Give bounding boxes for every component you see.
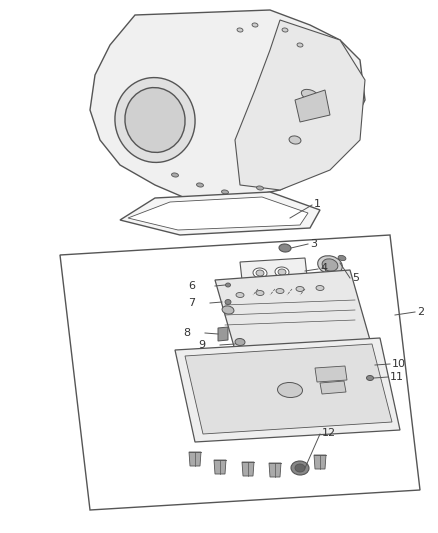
- Text: 11: 11: [390, 372, 404, 382]
- Polygon shape: [90, 10, 365, 200]
- Polygon shape: [295, 90, 330, 122]
- Ellipse shape: [256, 270, 264, 276]
- Polygon shape: [235, 20, 365, 190]
- Ellipse shape: [125, 87, 185, 152]
- Ellipse shape: [276, 288, 284, 294]
- Ellipse shape: [222, 190, 229, 194]
- Ellipse shape: [257, 186, 264, 190]
- Text: 10: 10: [392, 359, 406, 369]
- Ellipse shape: [367, 375, 374, 381]
- Ellipse shape: [256, 290, 264, 295]
- Text: 6: 6: [188, 281, 195, 291]
- Polygon shape: [242, 462, 254, 476]
- Polygon shape: [185, 344, 392, 434]
- Polygon shape: [315, 366, 347, 382]
- Polygon shape: [175, 338, 400, 442]
- Text: 3: 3: [310, 239, 317, 249]
- Ellipse shape: [278, 383, 303, 398]
- Text: 2: 2: [417, 307, 424, 317]
- Ellipse shape: [282, 28, 288, 32]
- Ellipse shape: [236, 293, 244, 297]
- Polygon shape: [240, 258, 308, 289]
- Ellipse shape: [226, 283, 230, 287]
- Ellipse shape: [237, 28, 243, 32]
- Polygon shape: [120, 192, 320, 235]
- Text: 1: 1: [314, 199, 321, 209]
- Ellipse shape: [278, 269, 286, 275]
- Ellipse shape: [115, 78, 195, 163]
- Polygon shape: [269, 463, 281, 477]
- Text: 7: 7: [188, 298, 195, 308]
- Ellipse shape: [222, 306, 234, 314]
- Ellipse shape: [275, 267, 289, 277]
- Polygon shape: [214, 460, 226, 474]
- Polygon shape: [320, 381, 346, 394]
- Ellipse shape: [296, 287, 304, 292]
- Ellipse shape: [289, 136, 301, 144]
- Polygon shape: [189, 452, 201, 466]
- Ellipse shape: [197, 183, 204, 187]
- Text: 5: 5: [352, 273, 359, 283]
- Ellipse shape: [279, 244, 291, 252]
- Ellipse shape: [252, 23, 258, 27]
- Polygon shape: [218, 327, 228, 341]
- Polygon shape: [215, 270, 370, 350]
- Ellipse shape: [225, 300, 231, 304]
- Text: 8: 8: [183, 328, 190, 338]
- Text: 4: 4: [320, 263, 327, 273]
- Polygon shape: [128, 197, 308, 230]
- Ellipse shape: [172, 173, 178, 177]
- Ellipse shape: [318, 256, 342, 274]
- Ellipse shape: [295, 464, 305, 472]
- Ellipse shape: [322, 259, 338, 271]
- Polygon shape: [314, 455, 326, 469]
- Ellipse shape: [338, 255, 346, 261]
- Text: 12: 12: [322, 428, 336, 438]
- Text: 9: 9: [198, 340, 205, 350]
- Ellipse shape: [235, 338, 245, 345]
- Ellipse shape: [253, 268, 267, 278]
- Ellipse shape: [301, 90, 318, 101]
- Ellipse shape: [291, 461, 309, 475]
- Ellipse shape: [297, 43, 303, 47]
- Ellipse shape: [316, 286, 324, 290]
